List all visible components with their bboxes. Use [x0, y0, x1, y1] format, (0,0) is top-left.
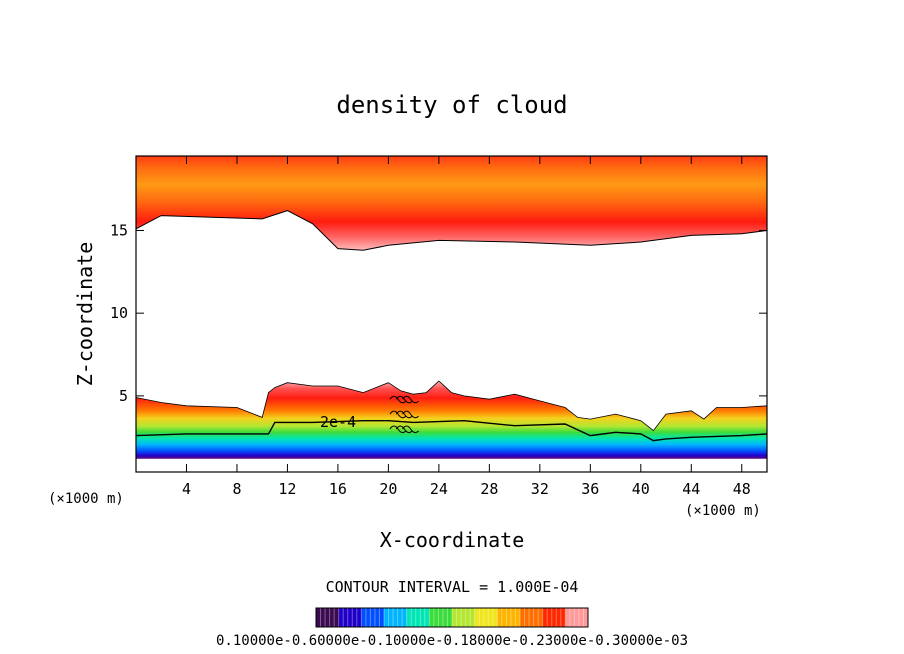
colorbar-swatch	[574, 608, 580, 627]
colorbar-swatch	[438, 608, 444, 627]
colorbar-swatch	[524, 608, 530, 627]
upper-cloud-edge	[136, 210, 767, 251]
colorbar	[315, 608, 589, 627]
colorbar-swatch	[447, 608, 453, 627]
colorbar-labels: 0.10000e-0.60000e-0.10000e-0.18000e-0.23…	[216, 633, 688, 649]
colorbar-swatch	[388, 608, 394, 627]
colorbar-swatch	[329, 608, 335, 627]
colorbar-swatch	[533, 608, 539, 627]
contour-label: 2e-4	[320, 413, 356, 431]
colorbar-swatch	[433, 608, 439, 627]
x-tick-label: 36	[581, 480, 599, 498]
colorbar-swatch	[334, 608, 340, 627]
colorbar-swatch	[565, 608, 571, 627]
colorbar-swatch	[506, 608, 512, 627]
colorbar-swatch	[529, 608, 534, 627]
colorbar-swatch	[442, 608, 448, 627]
x-tick-label: 12	[278, 480, 296, 498]
colorbar-swatch	[538, 608, 544, 627]
x-tick-label: 48	[733, 480, 751, 498]
plot-frame	[135, 155, 768, 473]
y-tick-label: 10	[110, 304, 128, 322]
turbulent-contours	[389, 395, 419, 434]
colorbar-swatch	[488, 608, 494, 627]
colorbar-swatch	[569, 608, 575, 627]
colorbar-swatch	[379, 608, 385, 627]
colorbar-swatch	[479, 608, 485, 627]
colorbar-swatch	[470, 608, 476, 627]
y-tick-label: 15	[110, 221, 128, 239]
chart-title: density of cloud	[336, 91, 567, 119]
colorbar-swatch	[510, 608, 516, 627]
x-unit-right: (×1000 m)	[685, 503, 761, 519]
colorbar-swatch	[415, 608, 421, 627]
colorbar-swatch	[429, 608, 435, 627]
colorbar-swatch	[352, 608, 358, 627]
colorbar-swatch	[497, 608, 503, 627]
x-tick-label: 4	[182, 480, 191, 498]
upper-cloud-layer	[136, 156, 767, 251]
colorbar-swatch	[356, 608, 362, 627]
lower-cloud-layer	[136, 381, 767, 459]
colorbar-swatch	[461, 608, 466, 627]
x-tick-label: 40	[632, 480, 650, 498]
colorbar-swatch	[393, 608, 398, 627]
y-tick-label: 5	[119, 387, 128, 405]
colorbar-swatch	[397, 608, 403, 627]
colorbar-swatch	[520, 608, 525, 627]
colorbar-swatch	[320, 608, 326, 627]
x-tick-label: 16	[329, 480, 347, 498]
colorbar-swatch	[370, 608, 376, 627]
colorbar-swatch	[542, 608, 548, 627]
colorbar-swatch	[560, 608, 566, 627]
colorbar-swatch	[492, 608, 498, 627]
colorbar-swatch	[406, 608, 412, 627]
colorbar-swatch	[551, 608, 557, 627]
colorbar-frame	[315, 607, 589, 628]
colorbar-swatch	[456, 608, 462, 627]
x-unit-left: (×1000 m)	[48, 491, 124, 507]
y-axis-ticks: 5 10 15	[110, 221, 767, 405]
colorbar-swatch	[365, 608, 371, 627]
x-tick-label: 44	[682, 480, 700, 498]
contour-interval: CONTOUR INTERVAL = 1.000E-04	[326, 578, 579, 596]
x-axis-label: X-coordinate	[380, 528, 525, 552]
x-tick-label: 32	[531, 480, 549, 498]
lower-cloud-edge	[136, 380, 767, 432]
colorbar-swatch	[316, 608, 321, 627]
colorbar-swatch	[420, 608, 426, 627]
colorbar-swatch	[452, 608, 457, 627]
colorbar-swatch	[474, 608, 480, 627]
x-tick-label: 20	[379, 480, 397, 498]
colorbar-swatch	[578, 608, 584, 627]
colorbar-swatch	[402, 608, 408, 627]
colorbar-swatch	[547, 608, 553, 627]
x-axis-ticks: 4 8 12 16 20 24 28 32 36 40 44 48	[182, 156, 751, 498]
colorbar-swatch	[424, 608, 430, 627]
colorbar-swatch	[483, 608, 489, 627]
colorbar-swatch	[556, 608, 562, 627]
colorbar-swatch	[583, 608, 589, 627]
colorbar-swatch	[374, 608, 380, 627]
colorbar-swatch	[465, 608, 471, 627]
contour-line-2e-4	[136, 419, 767, 442]
colorbar-swatch	[411, 608, 417, 627]
x-tick-label: 8	[232, 480, 241, 498]
colorbar-swatch	[361, 608, 367, 627]
x-tick-label: 28	[480, 480, 498, 498]
colorbar-swatch	[343, 608, 349, 627]
y-axis-label: Z-coordinate	[73, 242, 97, 387]
colorbar-swatch	[347, 608, 353, 627]
colorbar-swatch	[325, 608, 330, 627]
colorbar-swatch	[338, 608, 344, 627]
x-tick-label: 24	[430, 480, 448, 498]
colorbar-swatch	[515, 608, 521, 627]
colorbar-swatch	[501, 608, 507, 627]
colorbar-swatch	[384, 608, 389, 627]
